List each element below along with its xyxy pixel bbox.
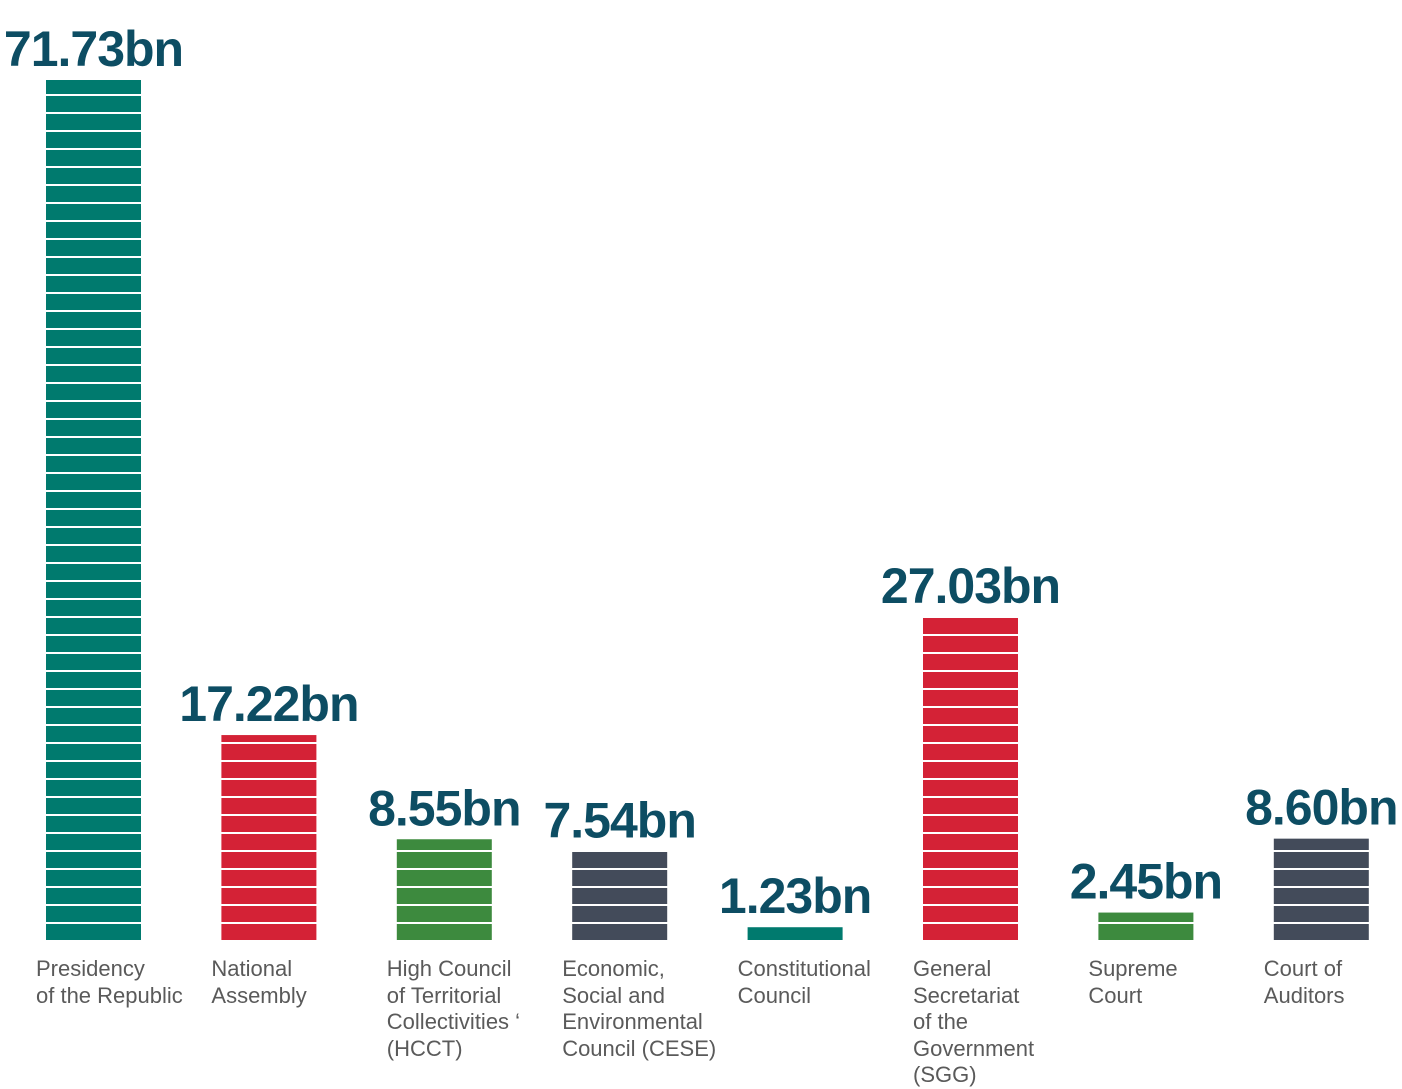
value-label: 17.22bn [179,676,358,732]
category-label: National Assembly [211,956,307,1008]
category-label: Court of Auditors [1263,956,1345,1008]
category-label: Economic, Social and Environmental Counc… [562,956,717,1061]
bar [396,839,492,942]
category-label: Presidency of the Republic [36,956,183,1008]
category-label: Constitutional Council [737,956,871,1008]
bar [923,617,1018,942]
value-label: 8.55bn [368,780,520,836]
bar [46,80,141,942]
bar [747,927,843,942]
value-label: 27.03bn [881,558,1060,614]
value-label: 71.73bn [4,21,183,77]
bar [1098,912,1194,942]
category-label: Supreme Court [1088,956,1178,1008]
category-label: High Council of Territorial Collectiviti… [386,956,521,1061]
value-label: 7.54bn [543,792,695,848]
category-label: General Secretariat of the Government (S… [913,956,1035,1087]
bar [1273,838,1369,942]
value-label: 8.60bn [1245,780,1397,836]
value-label: 1.23bn [719,868,871,924]
bar [572,851,668,942]
bar [221,735,317,942]
value-label: 2.45bn [1070,854,1222,910]
